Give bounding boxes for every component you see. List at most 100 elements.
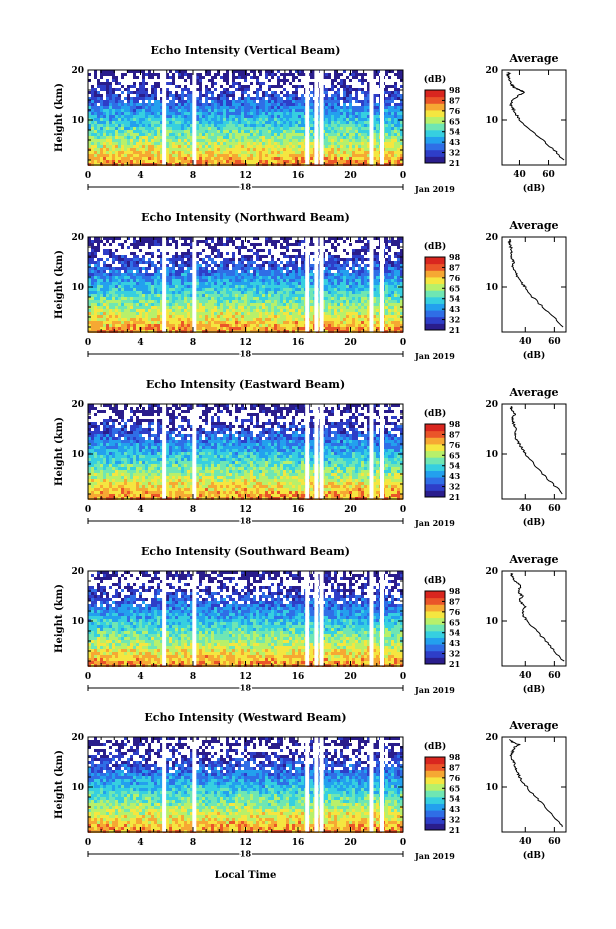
heatmap-cell [211, 91, 214, 94]
heatmap-cell [133, 255, 136, 258]
chart-title: Echo Intensity (Vertical Beam) [150, 44, 340, 57]
heatmap-cell [190, 73, 193, 76]
heatmap-cell [220, 112, 223, 115]
heatmap-cell [391, 291, 394, 294]
heatmap-cell [253, 270, 256, 273]
heatmap-cell [241, 97, 244, 100]
heatmap-cell [328, 100, 331, 103]
heatmap-cell [172, 157, 175, 160]
heatmap-cell [133, 103, 136, 106]
heatmap-cell [340, 97, 343, 100]
heatmap-cell [100, 285, 103, 288]
heatmap-cell [103, 267, 106, 270]
heatmap-cell [187, 261, 190, 264]
heatmap-cell [388, 109, 391, 112]
heatmap-cell [118, 267, 121, 270]
heatmap-cell [385, 273, 388, 276]
heatmap-cell [301, 273, 304, 276]
heatmap-cell [124, 282, 127, 285]
heatmap-cell [109, 288, 112, 291]
heatmap-cell [292, 148, 295, 151]
heatmap-cell [238, 88, 241, 91]
heatmap-cell [103, 270, 106, 273]
heatmap-cell [256, 294, 259, 297]
heatmap-cell [229, 118, 232, 121]
heatmap-cell [121, 154, 124, 157]
heatmap-cell [235, 297, 238, 300]
heatmap-cell [214, 139, 217, 142]
heatmap-cell [283, 267, 286, 270]
heatmap-cell [274, 279, 277, 282]
heatmap-cell [223, 118, 226, 121]
heatmap-cell [346, 258, 349, 261]
heatmap-cell [136, 300, 139, 303]
heatmap-cell [205, 97, 208, 100]
heatmap-cell [208, 115, 211, 118]
heatmap-cell [94, 127, 97, 130]
heatmap-cell [103, 133, 106, 136]
heatmap-cell [100, 282, 103, 285]
heatmap-cell [169, 279, 172, 282]
heatmap-cell [145, 91, 148, 94]
heatmap-cell [145, 97, 148, 100]
heatmap-cell [397, 70, 400, 73]
heatmap-cell [190, 136, 193, 139]
heatmap-cell [223, 97, 226, 100]
heatmap-cell [259, 157, 262, 160]
heatmap-cell [250, 76, 253, 79]
heatmap-cell [220, 237, 223, 240]
heatmap-cell [247, 279, 250, 282]
heatmap-cell [94, 291, 97, 294]
heatmap-cell [208, 160, 211, 163]
heatmap-cell [94, 285, 97, 288]
heatmap-cell [358, 115, 361, 118]
heatmap-cell [331, 300, 334, 303]
heatmap-cell [190, 297, 193, 300]
heatmap-cell [154, 282, 157, 285]
heatmap-cell [109, 252, 112, 255]
heatmap-cell [367, 112, 370, 115]
heatmap-cell [187, 109, 190, 112]
heatmap-cell [355, 145, 358, 148]
heatmap-cell [223, 100, 226, 103]
date-label: Jan 2019 [414, 184, 455, 194]
heatmap-cell [169, 145, 172, 148]
heatmap-cell [139, 282, 142, 285]
heatmap-cell [277, 139, 280, 142]
heatmap-cell [172, 237, 175, 240]
heatmap-cell [346, 237, 349, 240]
heatmap-cell [343, 88, 346, 91]
heatmap-cell [205, 279, 208, 282]
heatmap-cell [385, 109, 388, 112]
heatmap-cell [373, 252, 376, 255]
heatmap-cell [232, 255, 235, 258]
heatmap-cell [196, 127, 199, 130]
heatmap-cell [274, 97, 277, 100]
heatmap-cell [334, 94, 337, 97]
heatmap-cell [331, 124, 334, 127]
heatmap-cell [142, 112, 145, 115]
heatmap-cell [211, 127, 214, 130]
heatmap-cell [166, 267, 169, 270]
heatmap-cell [343, 70, 346, 73]
heatmap-cell [133, 91, 136, 94]
heatmap-cell [103, 85, 106, 88]
heatmap-cell [97, 124, 100, 127]
heatmap-cell [178, 121, 181, 124]
heatmap-cell [301, 300, 304, 303]
heatmap-cell [376, 297, 379, 300]
heatmap-cell [262, 106, 265, 109]
heatmap-cell [118, 237, 121, 240]
heatmap-cell [292, 142, 295, 145]
heatmap-cell [157, 124, 160, 127]
heatmap-cell [343, 276, 346, 279]
heatmap-cell [199, 160, 202, 163]
heatmap-cell [124, 103, 127, 106]
heatmap-cell [298, 109, 301, 112]
heatmap-cell [190, 255, 193, 258]
heatmap-cell [187, 130, 190, 133]
heatmap-cell [139, 294, 142, 297]
heatmap-cell [274, 124, 277, 127]
heatmap-cell [310, 148, 313, 151]
heatmap-cell [334, 106, 337, 109]
